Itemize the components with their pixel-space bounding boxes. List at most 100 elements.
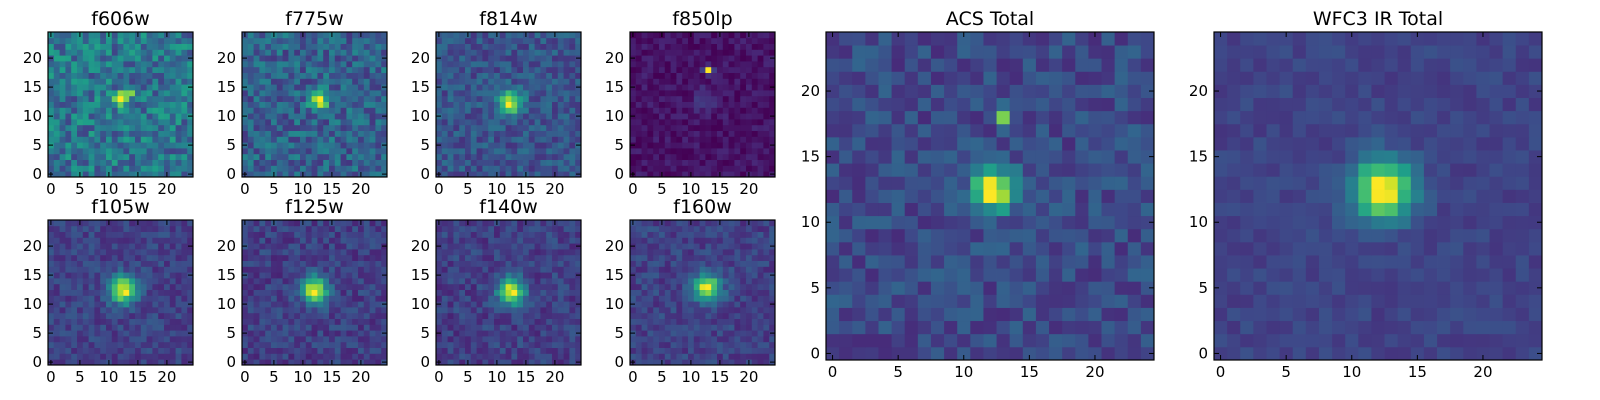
heatmap-cell xyxy=(111,32,118,39)
heatmap-cell xyxy=(676,90,683,97)
heatmap-cell xyxy=(77,124,84,131)
heatmap-cell xyxy=(523,84,530,91)
heatmap-cell xyxy=(511,312,518,319)
heatmap-cell xyxy=(688,324,695,331)
heatmap-cell xyxy=(169,225,176,232)
heatmap-cell xyxy=(699,124,706,131)
heatmap-cell xyxy=(453,101,460,108)
heatmap-cell xyxy=(117,341,124,348)
heatmap-cell xyxy=(352,49,359,56)
heatmap-cell xyxy=(282,359,289,366)
heatmap-cell xyxy=(751,312,758,319)
heatmap-cell xyxy=(282,32,289,39)
heatmap-cell xyxy=(740,95,747,102)
heatmap-cell xyxy=(699,119,706,126)
heatmap-cell xyxy=(181,231,188,238)
heatmap-cell xyxy=(705,78,712,85)
heatmap-cell xyxy=(311,289,318,296)
heatmap-cell xyxy=(436,37,443,44)
heatmap-cell xyxy=(476,324,483,331)
heatmap-cell xyxy=(323,165,330,172)
heatmap-cell xyxy=(276,148,283,155)
heatmap-cell xyxy=(146,225,153,232)
heatmap-cell xyxy=(751,72,758,79)
heatmap-cell xyxy=(711,353,718,360)
heatmap-cell xyxy=(305,37,312,44)
heatmap-cell xyxy=(59,32,66,39)
heatmap-cell xyxy=(664,95,671,102)
heatmap-cell xyxy=(129,171,136,178)
heatmap-cell xyxy=(146,49,153,56)
heatmap-cell xyxy=(746,49,753,56)
heatmap-cell xyxy=(247,237,254,244)
heatmap-cell xyxy=(499,324,506,331)
heatmap-cell xyxy=(482,165,489,172)
heatmap-cell xyxy=(664,61,671,68)
heatmap-cell xyxy=(247,347,254,354)
heatmap-cell xyxy=(540,130,547,137)
heatmap-cell xyxy=(494,266,501,273)
heatmap-cell xyxy=(334,90,341,97)
heatmap-cell xyxy=(259,330,266,337)
heatmap-cell xyxy=(65,353,72,360)
heatmap-cell xyxy=(494,153,501,160)
heatmap-cell xyxy=(158,107,165,114)
heatmap-cell xyxy=(352,66,359,73)
heatmap-cell xyxy=(659,130,666,137)
heatmap-cell xyxy=(728,32,735,39)
heatmap-cell xyxy=(447,32,454,39)
heatmap-cell xyxy=(528,165,535,172)
heatmap-cell xyxy=(682,84,689,91)
heatmap-cell xyxy=(670,142,677,149)
heatmap-cell xyxy=(488,43,495,50)
heatmap-cell xyxy=(647,324,654,331)
heatmap-cell xyxy=(763,148,770,155)
heatmap-cell xyxy=(453,43,460,50)
heatmap-cell xyxy=(488,359,495,366)
heatmap-cell xyxy=(447,341,454,348)
heatmap-cell xyxy=(546,153,553,160)
heatmap-cell xyxy=(569,55,576,62)
heatmap-cell xyxy=(734,113,741,120)
heatmap-cell xyxy=(488,266,495,273)
heatmap-cell xyxy=(688,107,695,114)
heatmap-cell xyxy=(259,66,266,73)
heatmap-cell xyxy=(682,37,689,44)
heatmap-cell xyxy=(540,49,547,56)
heatmap-cell xyxy=(630,61,637,68)
heatmap-cell xyxy=(71,165,78,172)
heatmap-cell xyxy=(158,237,165,244)
heatmap-cell xyxy=(505,249,512,256)
heatmap-cell xyxy=(630,347,637,354)
heatmap-cell xyxy=(447,278,454,285)
heatmap-cell xyxy=(757,49,764,56)
heatmap-cell xyxy=(540,148,547,155)
heatmap-cell xyxy=(534,324,541,331)
heatmap-cell xyxy=(563,101,570,108)
heatmap-cell xyxy=(693,341,700,348)
heatmap-cell xyxy=(187,318,194,325)
heatmap-cell xyxy=(158,272,165,279)
heatmap-cell xyxy=(653,153,660,160)
heatmap-cell xyxy=(294,165,301,172)
heatmap-cell xyxy=(317,130,324,137)
heatmap-cell xyxy=(300,341,307,348)
heatmap-cell xyxy=(317,37,324,44)
heatmap-cell xyxy=(253,84,260,91)
heatmap-cell xyxy=(757,84,764,91)
y-tick-label: 10 xyxy=(411,295,430,313)
heatmap-cell xyxy=(682,49,689,56)
heatmap-cell xyxy=(552,237,559,244)
heatmap-cell xyxy=(152,119,159,126)
heatmap-cell xyxy=(557,165,564,172)
heatmap-cell xyxy=(659,113,666,120)
heatmap-cell xyxy=(453,61,460,68)
heatmap-cell xyxy=(129,107,136,114)
heatmap-cell xyxy=(71,101,78,108)
heatmap-cell xyxy=(688,130,695,137)
heatmap-cell xyxy=(242,341,249,348)
heatmap-cell xyxy=(664,295,671,302)
heatmap-cell xyxy=(181,318,188,325)
heatmap-cell xyxy=(123,130,130,137)
heatmap-cell xyxy=(271,101,278,108)
